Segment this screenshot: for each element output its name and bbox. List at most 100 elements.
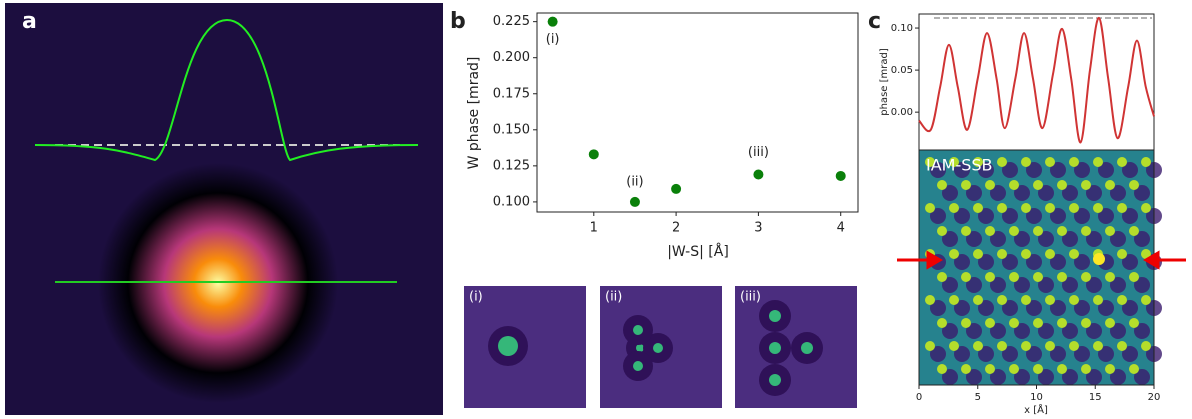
x-tick-label: 1 xyxy=(590,221,598,236)
dark-site xyxy=(1026,300,1042,316)
dark-site xyxy=(954,346,970,362)
dark-site xyxy=(1050,162,1066,178)
atom xyxy=(1057,364,1067,374)
atom xyxy=(1117,203,1127,213)
atom xyxy=(1081,272,1091,282)
atom xyxy=(1033,226,1043,236)
dark-site xyxy=(930,162,946,178)
atom xyxy=(1081,180,1091,190)
dark-site xyxy=(1098,208,1114,224)
atom xyxy=(961,226,971,236)
atom xyxy=(1081,226,1091,236)
y-tick-label: 0.125 xyxy=(493,158,530,173)
atom xyxy=(1045,249,1055,259)
atom xyxy=(973,249,983,259)
dark-site xyxy=(1122,208,1138,224)
atom xyxy=(1141,157,1151,167)
dark-site xyxy=(930,208,946,224)
dark-site xyxy=(1086,277,1102,293)
atom xyxy=(1033,180,1043,190)
atom xyxy=(1009,272,1019,282)
atom xyxy=(925,295,935,305)
atom xyxy=(949,295,959,305)
dark-site xyxy=(1074,254,1090,270)
atom xyxy=(1117,295,1127,305)
dark-site xyxy=(1026,254,1042,270)
dark-site xyxy=(1086,369,1102,385)
x-tick-label: 5 xyxy=(975,392,981,403)
dark-site xyxy=(978,254,994,270)
x-tick-label: 0 xyxy=(916,392,922,403)
dark-site xyxy=(1038,231,1054,247)
dark-site xyxy=(966,369,982,385)
x-axis-label: |W-S| [Å] xyxy=(667,243,729,260)
atom xyxy=(925,157,935,167)
arrow xyxy=(897,250,943,270)
atom xyxy=(1129,364,1139,374)
atom xyxy=(1009,180,1019,190)
dark-site xyxy=(942,231,958,247)
dark-site xyxy=(1122,162,1138,178)
atom xyxy=(1141,203,1151,213)
atom xyxy=(1105,180,1115,190)
panel-label: a xyxy=(22,9,37,34)
y-axis-label: phase [mrad] xyxy=(879,48,890,116)
atom xyxy=(1141,295,1151,305)
dark-site xyxy=(1098,300,1114,316)
dark-site xyxy=(1110,185,1126,201)
atom xyxy=(1093,295,1103,305)
y-tick-label: 0.225 xyxy=(493,14,530,29)
atom xyxy=(1021,341,1031,351)
dark-site xyxy=(1038,323,1054,339)
atom xyxy=(1117,249,1127,259)
dark-site xyxy=(1050,300,1066,316)
atom xyxy=(1093,341,1103,351)
dark-site xyxy=(1098,346,1114,362)
atom xyxy=(925,203,935,213)
dark-site xyxy=(1134,277,1150,293)
dark-site xyxy=(966,277,982,293)
dark-site xyxy=(1122,254,1138,270)
dark-site xyxy=(1050,208,1066,224)
dark-site xyxy=(1086,231,1102,247)
y-tick-label: 0.100 xyxy=(493,194,530,209)
annotation: (ii) xyxy=(626,174,643,189)
point xyxy=(671,183,682,194)
dark-site xyxy=(1086,185,1102,201)
x-tick-label: 15 xyxy=(1089,392,1102,403)
dark-site xyxy=(954,162,970,178)
axes-frame xyxy=(918,13,1155,151)
atom xyxy=(937,364,947,374)
atom xyxy=(925,341,935,351)
dark-site xyxy=(990,369,1006,385)
atom xyxy=(961,318,971,328)
atom xyxy=(997,157,1007,167)
inset-spot xyxy=(801,342,813,354)
atom xyxy=(1093,203,1103,213)
dark-site xyxy=(978,208,994,224)
atom xyxy=(997,249,1007,259)
x-tick-label: 20 xyxy=(1148,392,1161,403)
y-tick-label: 0.200 xyxy=(493,50,530,65)
dark-site xyxy=(978,346,994,362)
dark-site xyxy=(942,323,958,339)
dark-site xyxy=(1026,162,1042,178)
dark-site xyxy=(1134,323,1150,339)
atom xyxy=(1045,341,1055,351)
dark-site xyxy=(990,231,1006,247)
dark-site xyxy=(990,277,1006,293)
inset-label: (ii) xyxy=(605,290,622,305)
y-axis-label: W phase [mrad] xyxy=(466,57,482,170)
profile xyxy=(34,18,419,162)
atom xyxy=(1141,341,1151,351)
atom xyxy=(1021,249,1031,259)
atom xyxy=(949,341,959,351)
arrow xyxy=(1143,250,1186,270)
dark-site xyxy=(1002,208,1018,224)
dark-site xyxy=(1026,346,1042,362)
dark-site xyxy=(942,369,958,385)
dark-site xyxy=(1050,254,1066,270)
y-tick-label: 0.150 xyxy=(493,122,530,137)
atom xyxy=(1105,364,1115,374)
